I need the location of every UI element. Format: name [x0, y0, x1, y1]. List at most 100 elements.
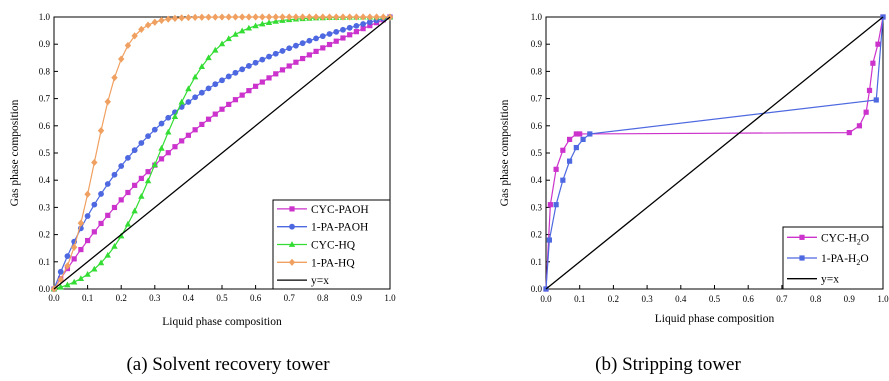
data-point-1-pa-hq: [380, 13, 387, 21]
data-point-cyc-paoh: [219, 106, 225, 112]
data-point-1-pa-hq: [131, 32, 138, 40]
y-tick-label: 0.6: [531, 121, 543, 131]
data-point-1-pa-hq: [373, 13, 380, 21]
data-point-1-pa-paoh: [326, 31, 333, 37]
data-point-cyc-h2o: [553, 166, 559, 172]
legend-marker-1-pa-paoh: [289, 223, 295, 230]
data-point-1-pa-hq: [312, 13, 320, 21]
x-tick-label: 0.2: [608, 294, 619, 304]
data-point-cyc-hq: [151, 161, 158, 168]
data-point-1-pa-hq: [151, 18, 158, 26]
series-line-y-x: [545, 16, 884, 290]
x-tick-label: 0.8: [810, 294, 822, 304]
x-tick-label: 0.1: [574, 294, 585, 304]
data-point-1-pa-hq: [252, 13, 259, 21]
x-tick-label: 0.9: [351, 293, 363, 303]
data-point-cyc-paoh: [158, 156, 165, 162]
data-point-cyc-hq: [97, 259, 105, 266]
data-point-cyc-paoh: [71, 256, 77, 262]
legend-label-1-pa-h2o: 1-PA-H2O: [821, 253, 869, 267]
data-point-cyc-paoh: [300, 55, 306, 62]
data-point-1-pa-hq: [104, 98, 111, 106]
data-point-1-pa-hq: [279, 13, 286, 21]
data-point-1-pa-paoh: [245, 63, 252, 69]
y-tick-label: 0.4: [531, 175, 543, 185]
data-point-cyc-hq: [144, 177, 152, 184]
series-line-y-x: [53, 16, 391, 290]
y-tick-label: 0.7: [39, 94, 51, 104]
x-tick-label: 0.4: [675, 294, 687, 304]
data-point-cyc-hq: [124, 220, 132, 227]
data-point-cyc-paoh: [360, 26, 366, 32]
data-point-1-pa-paoh: [360, 21, 367, 27]
data-point-1-pa-hq: [238, 13, 246, 21]
data-point-1-pa-paoh: [151, 126, 158, 133]
data-point-cyc-hq: [131, 207, 138, 214]
data-point-cyc-paoh: [85, 237, 91, 244]
y-tick-label: 0.3: [39, 202, 51, 212]
data-point-cyc-paoh: [232, 97, 239, 103]
data-point-1-pa-paoh: [205, 85, 212, 92]
data-point-cyc-hq: [272, 17, 279, 24]
y-tick-label: 1.0: [531, 12, 543, 22]
data-point-1-pa-paoh: [64, 253, 71, 260]
data-point-1-pa-hq: [212, 13, 219, 21]
data-point-1-pa-hq: [138, 25, 145, 34]
data-point-1-pa-h2o: [553, 202, 559, 208]
data-point-1-pa-paoh: [111, 171, 118, 178]
data-point-1-pa-hq: [333, 13, 340, 21]
data-point-1-pa-paoh: [239, 66, 246, 73]
data-point-cyc-paoh: [205, 116, 212, 122]
data-point-cyc-hq: [238, 27, 246, 34]
data-point-1-pa-hq: [158, 16, 165, 24]
caption-a: (a) Solvent recovery tower: [126, 354, 330, 375]
data-point-1-pa-paoh: [165, 114, 172, 121]
data-point-1-pa-h2o: [873, 97, 879, 103]
data-point-cyc-hq: [178, 98, 185, 105]
data-point-cyc-hq: [191, 73, 199, 80]
y-tick-label: 0.5: [531, 148, 543, 158]
x-tick-label: 0.1: [82, 293, 93, 303]
data-point-cyc-hq: [104, 251, 111, 258]
data-point-cyc-hq: [77, 275, 85, 282]
data-point-1-pa-paoh: [232, 69, 239, 76]
data-point-1-pa-hq: [359, 13, 367, 21]
x-tick-label: 0.5: [216, 293, 228, 303]
data-point-cyc-paoh: [91, 229, 97, 235]
data-point-cyc-hq: [138, 193, 145, 199]
y-tick-label: 0.9: [531, 39, 543, 49]
data-point-cyc-paoh: [326, 41, 333, 48]
data-point-1-pa-paoh: [104, 181, 111, 187]
data-point-1-pa-hq: [218, 13, 226, 21]
legend-label-cyc-h2o: CYC-H2O: [821, 232, 869, 246]
y-tick-label: 1.0: [39, 12, 51, 22]
legend-label-y-x: y=x: [311, 275, 329, 287]
data-point-cyc-paoh: [212, 111, 218, 117]
data-point-cyc-paoh: [78, 246, 84, 253]
data-point-cyc-hq: [70, 278, 78, 285]
data-point-1-pa-hq: [77, 219, 85, 227]
data-point-1-pa-paoh: [219, 77, 225, 84]
data-point-cyc-paoh: [313, 48, 319, 54]
data-point-1-pa-paoh: [313, 35, 319, 42]
data-point-1-pa-paoh: [131, 147, 138, 154]
data-point-cyc-hq: [198, 63, 206, 70]
data-point-cyc-hq: [232, 31, 239, 37]
data-point-cyc-hq: [252, 22, 259, 29]
data-point-cyc-paoh: [273, 71, 279, 77]
data-point-cyc-hq: [265, 19, 273, 25]
data-point-cyc-hq: [205, 54, 212, 61]
x-tick-label: 0.6: [743, 294, 755, 304]
x-tick-label: 0.0: [540, 294, 552, 304]
legend-label-y-x: y=x: [821, 274, 839, 286]
y-axis-label: Gas phase composition: [9, 99, 21, 206]
x-tick-label: 0.7: [776, 294, 788, 304]
data-point-cyc-hq: [225, 35, 232, 42]
data-point-1-pa-hq: [171, 14, 179, 22]
data-point-cyc-paoh: [347, 32, 353, 38]
data-point-1-pa-h2o: [560, 177, 566, 183]
data-point-1-pa-h2o: [566, 158, 573, 164]
data-point-cyc-paoh: [105, 212, 111, 218]
data-point-1-pa-hq: [165, 15, 172, 23]
